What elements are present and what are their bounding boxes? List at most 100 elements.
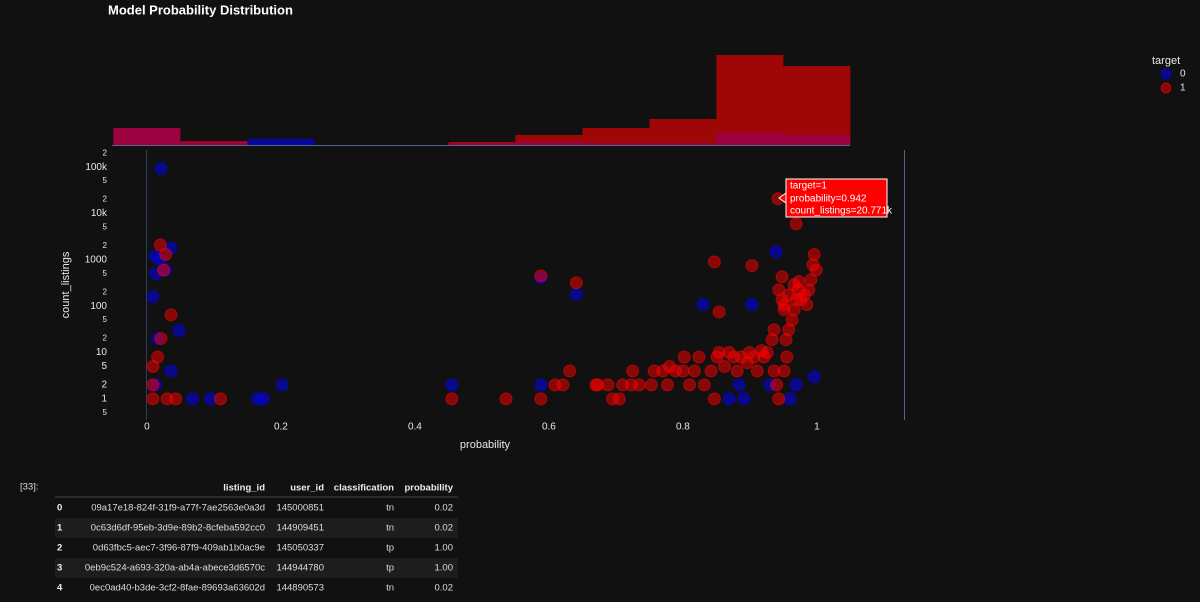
- scatter-point: [534, 392, 548, 406]
- table-row: [55, 518, 458, 538]
- histogram-bar: [515, 135, 583, 145]
- legend-label: 1: [1180, 83, 1186, 94]
- scatter-point: [745, 259, 759, 273]
- scatter-point: [760, 346, 774, 360]
- scatter-point: [663, 359, 676, 373]
- x-tick-label: 0.4: [408, 422, 422, 433]
- scatter-point: [563, 364, 577, 378]
- table-row: [55, 558, 458, 578]
- scatter-point: [683, 378, 697, 392]
- scatter-point: [737, 392, 751, 406]
- scatter-point: [445, 378, 459, 392]
- column-header: probability: [404, 483, 453, 494]
- tooltip-text: count_listings=20.771k: [790, 206, 893, 217]
- tooltip: target=1 probability=0.942 count_listing…: [778, 178, 893, 218]
- table-cell: 09a17e18-824f-31f9-a77f-7ae2563e0a3d: [91, 503, 265, 514]
- table-row: [55, 498, 458, 518]
- scatter-point: [789, 217, 803, 231]
- scatter-point: [534, 269, 548, 283]
- histogram-bar: [247, 139, 315, 145]
- scatter-point: [687, 364, 701, 378]
- y-tick-label: 10k: [91, 208, 108, 219]
- scatter-point: [697, 378, 711, 392]
- scatter-point: [792, 275, 806, 289]
- y-tick-label: 2: [103, 148, 108, 157]
- table-cell: 144890573: [276, 583, 324, 594]
- scatter-point: [146, 359, 160, 373]
- y-tick-label: 5: [101, 361, 107, 372]
- table-cell: 1.00: [435, 543, 454, 554]
- scatter-point: [777, 298, 791, 312]
- y-tick-label: 100k: [85, 162, 108, 173]
- scatter-point: [712, 305, 726, 319]
- scatter-point: [146, 290, 160, 304]
- scatter-point: [783, 392, 797, 406]
- y-tick-label: 2: [101, 380, 107, 391]
- table-cell: 145050337: [276, 543, 324, 554]
- scatter-point: [677, 350, 691, 364]
- table-cell: tn: [386, 503, 394, 514]
- scatter-point: [214, 392, 228, 406]
- scatter-point: [800, 298, 814, 312]
- tooltip-text: probability=0.942: [790, 194, 867, 205]
- scatter-point: [692, 350, 706, 364]
- y-tick-label: 10: [96, 347, 108, 358]
- table-cell: 0d63fbc5-aec7-3f96-87f9-409ab1b0ac9e: [93, 543, 265, 554]
- histogram-bar: [716, 55, 784, 145]
- scatter-point: [704, 364, 718, 378]
- y-tick-label: 5: [103, 269, 108, 278]
- scatter-point: [569, 276, 583, 290]
- row-index: 0: [57, 503, 62, 514]
- scatter-point: [626, 364, 640, 378]
- table-cell: tn: [386, 523, 394, 534]
- y-tick-label: 100: [90, 301, 107, 312]
- tooltip-text: target=1: [790, 181, 827, 192]
- scatter-point: [632, 378, 646, 392]
- tooltip-box: [785, 178, 888, 218]
- y-tick-label: 5: [103, 315, 108, 324]
- row-index: 2: [57, 543, 62, 554]
- legend-marker: [1160, 68, 1172, 80]
- scatter-point: [807, 248, 821, 262]
- scatter-point: [159, 248, 173, 262]
- scatter-point: [707, 392, 721, 406]
- cell-prompt: [33]:: [20, 482, 39, 493]
- table-cell: 144944780: [276, 563, 324, 574]
- scatter-point: [146, 378, 160, 392]
- histogram-bar: [582, 128, 650, 145]
- histogram-bar: [783, 66, 851, 145]
- row-index: 1: [57, 523, 63, 534]
- chart-title: Model Probability Distribution: [108, 2, 293, 17]
- scatter-point: [157, 263, 171, 277]
- table-row: [55, 578, 458, 598]
- scatter-point: [534, 378, 548, 392]
- table-cell: 0eb9c524-a693-320a-ab4a-abece3d6570c: [85, 563, 265, 574]
- table-cell: 0.02: [435, 583, 454, 594]
- scatter-point: [722, 392, 736, 406]
- scatter-point: [696, 297, 710, 311]
- legend-title: target: [1152, 55, 1180, 67]
- scatter-point: [660, 378, 674, 392]
- scatter-point: [745, 297, 759, 311]
- scatter-point: [770, 378, 784, 392]
- scatter-point: [777, 364, 791, 378]
- scatter-point: [807, 370, 821, 384]
- legend-marker: [1160, 82, 1172, 94]
- scatter-point: [591, 378, 605, 392]
- y-tick-label: 5: [103, 408, 108, 417]
- table-cell: 145000851: [276, 503, 324, 514]
- scatter-point: [789, 378, 803, 392]
- scatter-point: [644, 378, 658, 392]
- scatter-point: [780, 350, 794, 364]
- scatter-point: [164, 364, 178, 378]
- scatter-point: [445, 392, 459, 406]
- scatter-point: [785, 313, 799, 327]
- histogram-bar: [113, 128, 181, 145]
- y-tick-label: 5: [103, 176, 108, 185]
- scatter-point: [772, 392, 786, 406]
- scatter-point: [172, 323, 186, 337]
- scatter-point: [256, 392, 270, 406]
- scatter-point: [569, 287, 583, 301]
- scatter-point: [146, 392, 160, 406]
